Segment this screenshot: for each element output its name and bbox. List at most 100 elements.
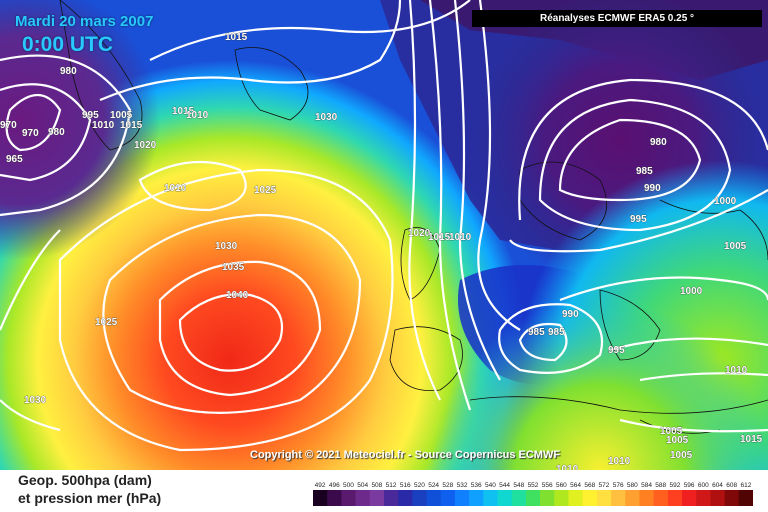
- scale-swatch: [412, 490, 428, 506]
- scale-tick-label: 556: [542, 482, 553, 489]
- isobar-label: 985: [528, 327, 545, 338]
- scale-swatch: [639, 490, 655, 506]
- scale-swatch: [554, 490, 569, 506]
- scale-tick-label: 516: [400, 482, 411, 489]
- scale-tick-label: 584: [641, 482, 652, 489]
- isobar-label: 985: [548, 327, 565, 338]
- scale-swatch: [596, 490, 612, 506]
- isobar-label: 1040: [226, 290, 249, 301]
- scale-swatch: [440, 490, 456, 506]
- scale-tick-label: 500: [343, 482, 354, 489]
- isobar-label: 1025: [254, 185, 277, 196]
- scale-swatch: [710, 490, 726, 506]
- scale-tick-label: 600: [698, 482, 709, 489]
- isobar-label: 995: [630, 214, 647, 225]
- scale-swatch: [540, 490, 555, 506]
- scale-tick-label: 492: [315, 482, 326, 489]
- south-warm-field: [0, 0, 768, 470]
- scale-swatch: [525, 490, 541, 506]
- isobars: [0, 0, 768, 452]
- scale-tick-label: 608: [726, 482, 737, 489]
- isobar-label: 985: [636, 166, 653, 177]
- isobar-label: 990: [562, 309, 579, 320]
- isobar-label: 970: [22, 128, 39, 139]
- scale-swatch: [426, 490, 442, 506]
- scale-swatch: [696, 490, 711, 506]
- legend-title-pressure: et pression mer (hPa): [18, 490, 162, 506]
- scale-tick-label: 572: [599, 482, 610, 489]
- isobar-label: 1015: [172, 106, 195, 117]
- scale-swatch: [327, 490, 342, 506]
- scale-tick-label: 528: [442, 482, 453, 489]
- map-date: Mardi 20 mars 2007: [15, 13, 154, 30]
- scale-swatch: [724, 490, 740, 506]
- isobar-label: 1030: [24, 395, 47, 406]
- isobar-label: 965: [6, 154, 23, 165]
- scale-tick-label: 588: [655, 482, 666, 489]
- isobar-label: 1010: [92, 120, 115, 131]
- scale-tick-label: 536: [471, 482, 482, 489]
- isobar-label: 1010: [186, 110, 209, 121]
- isobar-label: 980: [48, 127, 65, 138]
- isobar-label: 990: [644, 183, 661, 194]
- isobar-label: 1005: [724, 241, 747, 252]
- source-label: Réanalyses ECMWF ERA5 0.25 °: [472, 10, 762, 27]
- scale-swatch: [383, 490, 399, 506]
- isobar-label: 1015: [225, 32, 248, 43]
- scale-swatch: [667, 490, 683, 506]
- scale-swatch: [653, 490, 669, 506]
- scale-tick-label: 512: [386, 482, 397, 489]
- scale-tick-label: 544: [499, 482, 510, 489]
- isobar-label: 1035: [222, 262, 245, 273]
- scale-tick-label: 532: [457, 482, 468, 489]
- scale-swatch: [355, 490, 371, 506]
- scale-tick-label: 592: [670, 482, 681, 489]
- isobar-label: 1000: [714, 196, 737, 207]
- scale-tick-label: 548: [513, 482, 524, 489]
- isobar-label: 1015: [428, 232, 451, 243]
- scale-swatch: [497, 490, 513, 506]
- isobar-label: 1020: [134, 140, 157, 151]
- isobar-label: 1010: [164, 183, 187, 194]
- scale-swatch: [454, 490, 470, 506]
- isobar-label: 980: [60, 66, 77, 77]
- scale-tick-label: 560: [556, 482, 567, 489]
- isobar-label: 1005: [110, 110, 133, 121]
- isobar-label: 1015: [120, 120, 143, 131]
- isobar-label: 970: [0, 120, 17, 131]
- copyright-notice: Copyright © 2021 Meteociel.fr - Source C…: [250, 449, 561, 461]
- scale-swatch: [682, 490, 697, 506]
- isobar-label: 995: [82, 110, 99, 121]
- scale-tick-label: 576: [613, 482, 624, 489]
- scale-tick-label: 568: [584, 482, 595, 489]
- isobar-label: 1005: [666, 435, 689, 446]
- scale-tick-label: 504: [357, 482, 368, 489]
- isobar-label: 1005: [660, 426, 683, 437]
- scale-swatch: [738, 490, 753, 506]
- isobar-label: 1025: [95, 317, 118, 328]
- legend-title-geopotential: Geop. 500hpa (dam): [18, 472, 152, 488]
- scale-tick-label: 520: [414, 482, 425, 489]
- isobar-label: 1020: [408, 228, 431, 239]
- scale-tick-label: 596: [684, 482, 695, 489]
- isobar-label: 1010: [449, 232, 472, 243]
- scale-swatch: [313, 490, 328, 506]
- scale-tick-label: 612: [740, 482, 751, 489]
- isobar-label: 1000: [680, 286, 703, 297]
- scale-tick-label: 552: [528, 482, 539, 489]
- isobar-label: 1010: [608, 456, 631, 467]
- isobar-label: 1010: [556, 464, 579, 470]
- scale-swatch: [483, 490, 499, 506]
- isobar-label: 980: [650, 137, 667, 148]
- scale-tick-label: 564: [570, 482, 581, 489]
- scale-swatch: [582, 490, 598, 506]
- scale-swatch: [369, 490, 385, 506]
- scale-swatch: [398, 490, 413, 506]
- scale-swatch: [341, 490, 357, 506]
- isobar-label: 1030: [215, 241, 238, 252]
- map-time: 0:00 UTC: [22, 33, 114, 56]
- isobar-label: 995: [608, 345, 625, 356]
- scale-swatch: [611, 490, 626, 506]
